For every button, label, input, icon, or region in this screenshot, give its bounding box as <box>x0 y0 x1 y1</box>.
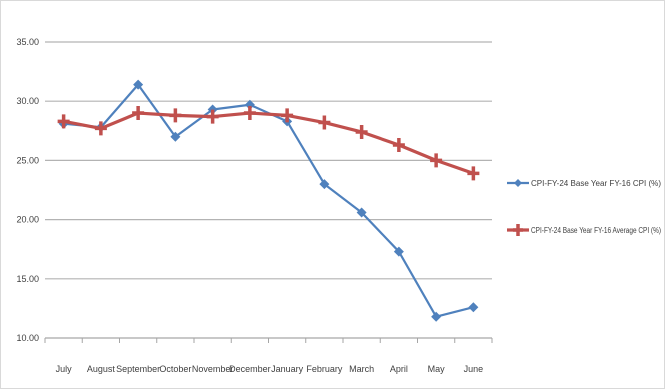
x-tick-label: September <box>116 364 160 374</box>
data-point <box>133 79 144 90</box>
legend-marker <box>513 224 523 236</box>
legend-label: CPI-FY-24 Base Year FY-16 CPI (%) <box>531 179 661 188</box>
series-lines <box>57 79 480 322</box>
data-point <box>57 114 70 129</box>
data-point <box>355 124 368 139</box>
data-point <box>170 131 181 142</box>
x-tick-label: February <box>306 364 343 374</box>
x-tick-label: March <box>349 364 374 374</box>
x-tick-label: November <box>192 364 234 374</box>
x-tick-label: October <box>159 364 191 374</box>
data-point <box>393 246 404 257</box>
x-tick-label: June <box>464 364 484 374</box>
data-point <box>244 99 255 110</box>
data-point <box>94 121 107 136</box>
y-tick-label: 25.00 <box>16 155 39 165</box>
x-tick-label: August <box>87 364 116 374</box>
x-tick-label: April <box>390 364 408 374</box>
y-axis: 10.00 15.00 20.00 25.00 30.00 35.00 <box>16 37 39 343</box>
data-point <box>319 179 330 190</box>
series-line <box>63 111 474 175</box>
gridlines <box>45 41 492 339</box>
data-point <box>207 104 218 115</box>
x-tick-label: January <box>271 364 304 374</box>
data-point <box>206 109 219 124</box>
y-tick-label: 30.00 <box>16 96 39 106</box>
y-tick-label: 15.00 <box>16 274 39 284</box>
y-tick-label: 35.00 <box>16 37 39 47</box>
x-tick-label: May <box>428 364 446 374</box>
data-point <box>281 108 294 123</box>
legend: CPI-FY-24 Base Year FY-16 CPI (%) CPI-FY-… <box>507 179 661 236</box>
data-point <box>243 106 256 121</box>
data-point <box>356 207 367 218</box>
legend-marker <box>514 179 522 187</box>
y-tick-label: 10.00 <box>16 333 39 343</box>
data-point <box>392 138 405 153</box>
data-point <box>318 115 331 130</box>
data-point <box>132 106 145 121</box>
legend-label: CPI-FY-24 Base Year FY-16 Average CPI (%… <box>531 226 661 235</box>
data-point <box>169 108 182 123</box>
y-tick-label: 20.00 <box>16 215 39 225</box>
x-tick-label: July <box>56 364 73 374</box>
data-point <box>430 153 443 168</box>
x-tick-label: December <box>229 364 271 374</box>
data-point <box>467 166 480 181</box>
data-point <box>468 302 479 313</box>
x-axis: July August September October NovemberDecemb… <box>44 338 493 374</box>
data-point <box>431 311 442 322</box>
